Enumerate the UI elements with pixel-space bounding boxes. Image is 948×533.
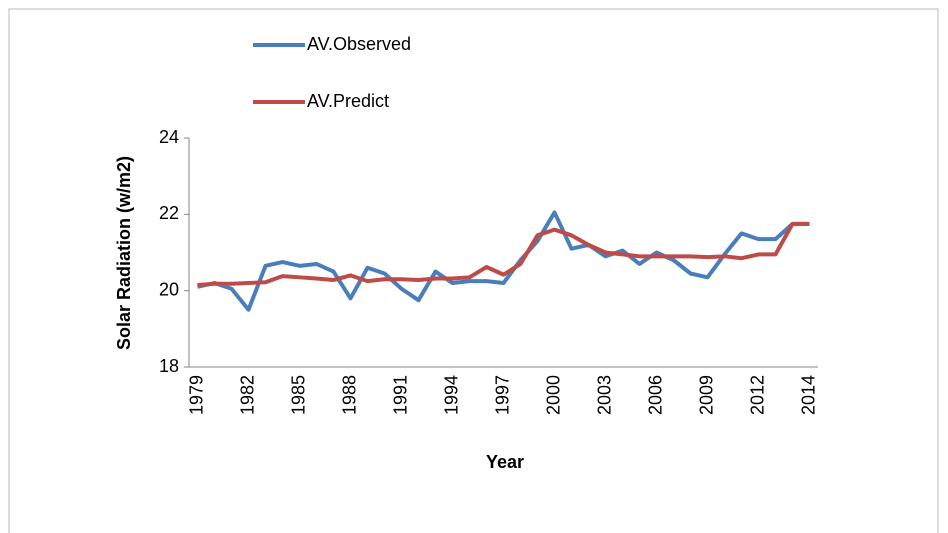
- y-tick-label: 20: [159, 279, 179, 299]
- y-axis-title: Solar Radiation (w/m2): [114, 156, 134, 350]
- x-tick-label: 1982: [237, 375, 257, 415]
- y-tick-label: 18: [159, 356, 179, 376]
- series-line: [197, 210, 810, 312]
- x-tick-label: 2003: [594, 375, 614, 415]
- x-tick-label: 1988: [339, 375, 359, 415]
- x-axis-title: Year: [486, 452, 524, 472]
- x-tick-label: 2014: [798, 375, 818, 415]
- y-tick-label: 22: [159, 203, 179, 223]
- x-tick-label: 2006: [645, 375, 665, 415]
- x-tick-label: 1991: [390, 375, 410, 415]
- legend-label: AV.Observed: [307, 34, 411, 54]
- series-line: [197, 221, 810, 287]
- y-tick-label: 24: [159, 127, 179, 147]
- x-tick-label: 1994: [441, 375, 461, 415]
- chart-frame: [8, 8, 939, 533]
- x-tick-label: 1985: [288, 375, 308, 415]
- x-tick-label: 1997: [492, 375, 512, 415]
- x-tick-label: 1979: [186, 375, 206, 415]
- x-tick-label: 2012: [747, 375, 767, 415]
- x-tick-label: 2009: [696, 375, 716, 415]
- legend-label: AV.Predict: [307, 91, 389, 111]
- x-tick-label: 2000: [543, 375, 563, 415]
